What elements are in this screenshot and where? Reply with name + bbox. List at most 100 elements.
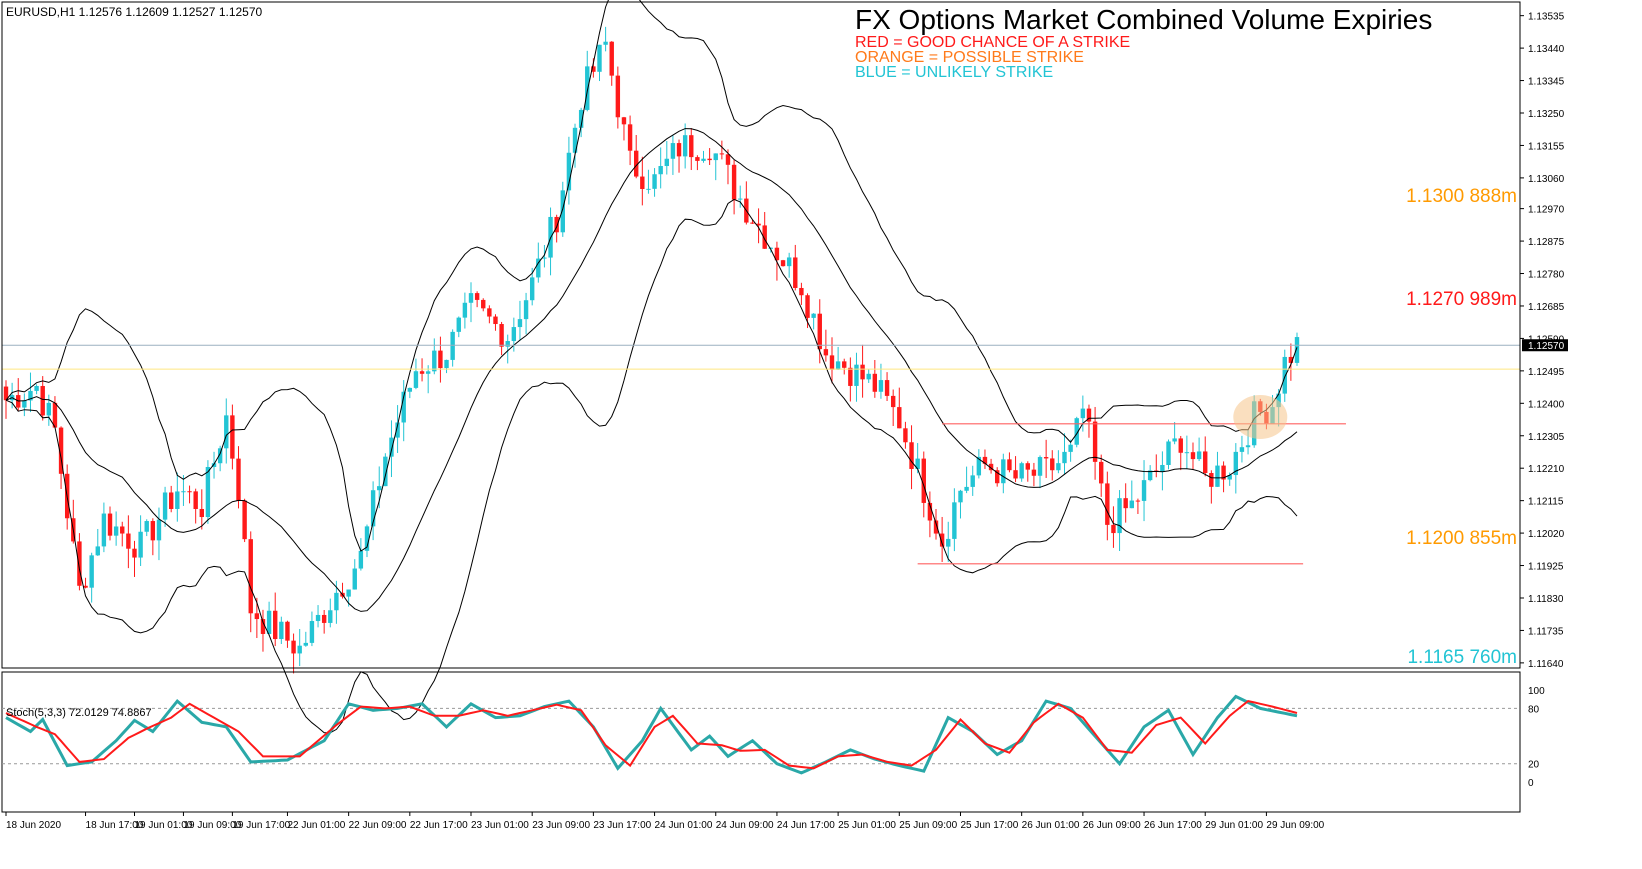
candle-body [585,66,590,110]
price-tick-label: 1.13535 [1528,12,1565,23]
annotation-strike-1-1165: 1.1165 760m [1407,647,1517,669]
candle-body [1043,457,1049,459]
candle-body [1025,463,1030,470]
candle-body [1245,445,1251,448]
stoch-tick-label: 80 [1528,704,1540,715]
price-tick-label: 1.11925 [1528,562,1564,573]
candle-body [1123,498,1128,509]
candle-body [866,373,871,380]
candle-body [817,313,822,350]
candle-body [413,371,419,388]
candle-body [909,442,914,469]
candle-body [156,519,162,541]
price-tick-label: 1.13250 [1528,109,1565,120]
candle-body [762,225,767,249]
time-tick-label: 26 Jun 09:00 [1083,820,1141,831]
time-tick-label: 23 Jun 09:00 [532,820,590,831]
stochastic-panel: 100 80 20 0 [2,686,1545,789]
candle-body [793,257,798,288]
candle-body [615,75,621,118]
price-tick-label: 1.12495 [1528,367,1565,378]
candle-body [58,427,64,474]
candle-body [933,520,939,534]
candle-body [1050,458,1055,471]
candle-body [474,293,480,300]
candle-body [1209,473,1214,487]
candle-body [83,585,88,588]
candle-body [1215,465,1220,487]
candle-body [658,166,663,175]
candle-body [499,324,504,347]
candle-body [236,458,241,501]
candle-body [829,355,835,370]
time-tick-label: 19 Jun 09:00 [183,820,241,831]
candle-body [425,371,431,374]
candle-body [780,260,786,267]
candle-body [970,475,975,487]
candle-body [120,526,125,534]
candle-body [682,135,688,157]
candle-body [352,568,357,590]
candle-body [860,364,865,380]
candle-body [395,422,400,438]
candle-body [273,610,278,640]
candle-body [848,367,853,386]
candle-body [774,247,780,261]
candle-body [560,190,565,233]
candle-body [77,541,82,586]
candle-body [597,44,602,72]
candle-body [854,364,859,386]
candle-body [364,526,370,551]
candle-body [627,124,633,151]
candle-body [731,164,737,200]
candle-body [1117,498,1122,534]
candle-body [217,448,223,464]
candle-body [1099,461,1104,484]
stoch-frame [1,671,1521,813]
candle-body [462,302,468,318]
candle-body [456,317,461,332]
stoch-main-line [5,694,1298,775]
time-tick-label: 26 Jun 01:00 [1022,820,1080,831]
candle-body [1172,438,1177,442]
candle-body [1074,418,1079,445]
price-tick-label: 1.12780 [1528,270,1565,281]
stochastic-label: Stoch(5,3,3) 72.0129 74.8867 [6,707,152,719]
candle-body [517,319,523,328]
time-tick-label: 25 Jun 09:00 [899,820,957,831]
annotation-strike-1-1270: 1.1270 989m [1406,288,1517,310]
time-tick-label: 24 Jun 01:00 [655,820,713,831]
candle-body [297,645,302,654]
candle-body [321,614,327,623]
candle-body [1227,475,1232,480]
candle-body [260,619,266,634]
candle-body [3,386,9,401]
legend-red: RED = GOOD CHANCE OF A STRIKE [855,34,1131,51]
time-tick-label: 23 Jun 01:00 [471,820,529,831]
legend-orange: ORANGE = POSSIBLE STRIKE [855,49,1084,66]
candle-body [303,642,309,646]
candle-body [370,490,376,527]
candle-body [389,437,394,457]
candle-body [162,492,168,520]
candle-body [1294,337,1300,363]
candle-body [1080,408,1086,419]
candle-body [878,380,884,392]
candle-body [107,513,113,536]
candle-body [695,157,700,161]
candle-body [101,513,107,547]
candle-body [383,456,388,487]
candle-body [835,361,841,370]
candle-body [664,158,669,167]
candle-body [603,41,608,45]
candle-body [994,470,1000,484]
price-tick-label: 1.13345 [1528,77,1565,88]
candle-body [927,502,933,521]
candle-body [988,463,994,471]
time-tick-label: 22 Jun 17:00 [410,820,468,831]
current-price-label: 1.12570 [1528,341,1565,352]
candle-body [144,521,149,532]
candle-body [915,458,920,469]
horizontal-lines [2,344,1520,565]
